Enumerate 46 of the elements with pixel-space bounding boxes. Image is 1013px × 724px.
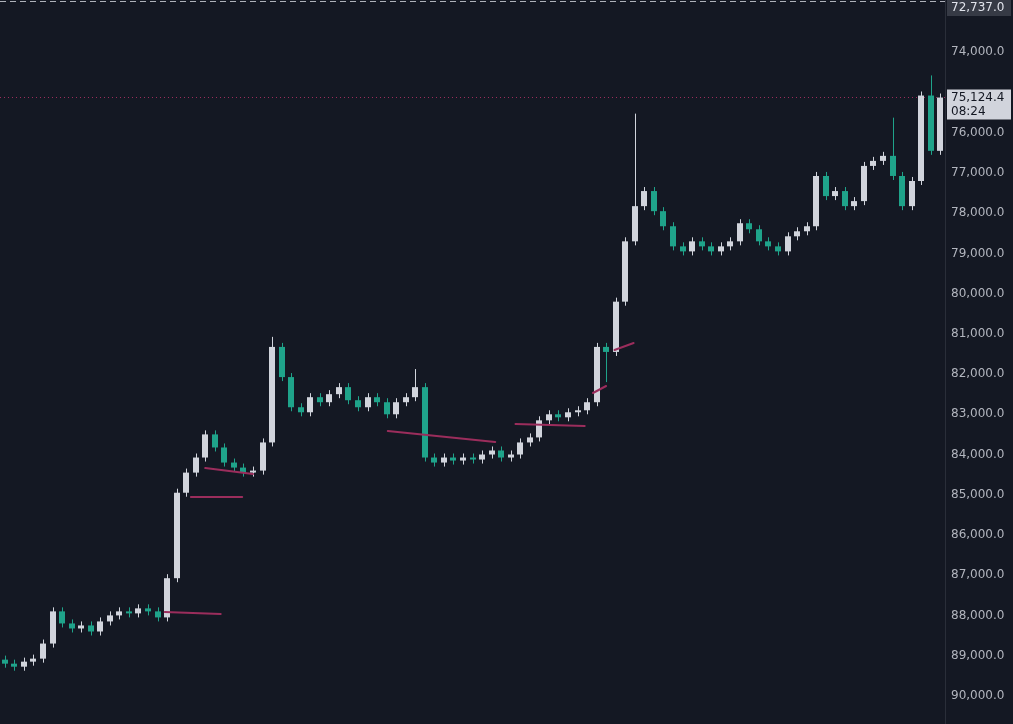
candlestick — [412, 368, 418, 402]
candlestick — [670, 221, 676, 251]
candlestick — [517, 437, 523, 460]
ref-line-label: 75,124.4 — [951, 89, 1005, 104]
candlestick — [212, 429, 218, 452]
candlestick — [890, 117, 896, 181]
candlestick — [651, 186, 657, 216]
candlestick — [183, 468, 189, 498]
y-tick-label: 79,000.0 — [951, 245, 1005, 260]
y-tick-label: 81,000.0 — [951, 325, 1005, 340]
candlestick — [603, 342, 609, 383]
y-tick-label: 87,000.0 — [951, 567, 1005, 582]
y-tick-label: 89,000.0 — [951, 647, 1005, 662]
candlestick — [842, 186, 848, 211]
candlestick — [393, 397, 399, 419]
candlestick — [660, 206, 666, 231]
candlestick — [345, 382, 351, 405]
candlestick — [641, 186, 647, 211]
candlestick — [202, 429, 208, 463]
candlestick — [384, 397, 390, 419]
candlestick — [193, 453, 199, 478]
ref-line-label: 72,737.0 — [951, 0, 1005, 15]
candlestick — [365, 392, 371, 412]
candlestick — [756, 224, 762, 246]
candlestick — [823, 171, 829, 201]
y-tick-label: 90,000.0 — [951, 687, 1005, 702]
candlestick — [40, 639, 46, 664]
y-tick-label: 83,000.0 — [951, 406, 1005, 421]
y-tick-label: 88,000.0 — [951, 607, 1005, 622]
candlestick — [59, 606, 65, 628]
text: 08:24 — [951, 103, 986, 118]
candlestick — [307, 392, 313, 417]
y-tick-label: 86,000.0 — [951, 527, 1005, 542]
y-tick-label: 80,000.0 — [951, 285, 1005, 300]
y-tick-label: 77,000.0 — [951, 165, 1005, 180]
y-tick-label: 78,000.0 — [951, 205, 1005, 220]
y-tick-label: 85,000.0 — [951, 486, 1005, 501]
candlestick — [785, 231, 791, 256]
candlestick — [689, 236, 695, 256]
y-tick-label: 82,000.0 — [951, 366, 1005, 381]
candlestick — [97, 616, 103, 637]
y-tick-label: 76,000.0 — [951, 124, 1005, 139]
candlestick — [737, 218, 743, 246]
candlestick — [221, 442, 227, 468]
y-tick-label: 84,000.0 — [951, 446, 1005, 461]
y-tick-label: 74,000.0 — [951, 44, 1005, 59]
